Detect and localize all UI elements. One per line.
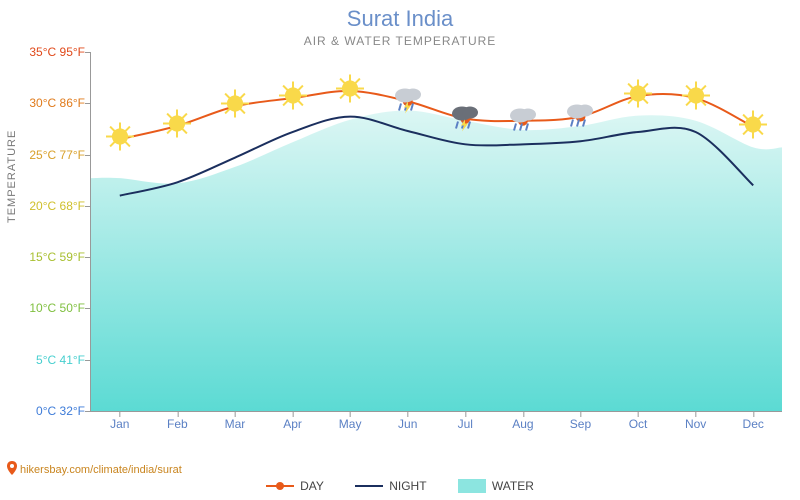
legend-label: DAY — [300, 479, 324, 493]
source-url: hikersbay.com/climate/india/surat — [20, 464, 182, 476]
source-footer: hikersbay.com/climate/india/surat — [6, 461, 182, 478]
legend-label: WATER — [492, 479, 534, 493]
legend-item-water: WATER — [458, 479, 534, 493]
sun-icon — [277, 80, 309, 117]
y-tick: 10°C 50°F — [25, 301, 85, 315]
legend-swatch-night — [355, 479, 383, 493]
x-tick: May — [339, 417, 362, 431]
legend: DAY NIGHT WATER — [0, 479, 800, 496]
x-tick: Jul — [458, 417, 473, 431]
storm-icon — [391, 84, 425, 119]
sun-icon — [104, 121, 136, 158]
legend-item-night: NIGHT — [355, 479, 426, 493]
chart-subtitle: AIR & WATER TEMPERATURE — [0, 34, 800, 48]
x-tick: Oct — [629, 417, 648, 431]
legend-swatch-water — [458, 479, 486, 493]
x-tick: Sep — [570, 417, 591, 431]
legend-item-day: DAY — [266, 479, 324, 493]
legend-swatch-day — [266, 479, 294, 493]
y-tick: 5°C 41°F — [25, 353, 85, 367]
sun-icon — [219, 88, 251, 125]
sun-icon — [334, 72, 366, 109]
storm-dark-icon — [448, 101, 482, 136]
x-tick: Nov — [685, 417, 706, 431]
x-tick: Jan — [110, 417, 129, 431]
x-tick: Feb — [167, 417, 188, 431]
y-tick: 0°C 32°F — [25, 404, 85, 418]
plot-area: 0°C 32°F5°C 41°F10°C 50°F15°C 59°F20°C 6… — [90, 52, 782, 412]
y-tick: 15°C 59°F — [25, 250, 85, 264]
x-tick: Apr — [283, 417, 302, 431]
sun-icon — [161, 107, 193, 144]
rain-icon — [563, 99, 597, 134]
x-tick: Dec — [743, 417, 764, 431]
sun-icon — [737, 108, 769, 145]
x-tick: Mar — [225, 417, 246, 431]
x-tick: Jun — [398, 417, 417, 431]
sun-icon — [680, 80, 712, 117]
legend-label: NIGHT — [389, 479, 426, 493]
y-tick: 25°C 77°F — [25, 148, 85, 162]
x-tick: Aug — [512, 417, 533, 431]
sun-icon — [622, 78, 654, 115]
chart-svg — [91, 52, 782, 411]
y-tick: 20°C 68°F — [25, 199, 85, 213]
y-tick: 35°C 95°F — [25, 45, 85, 59]
chart-container: TEMPERATURE 0°C 32°F5°C 41°F10°C 50°F15°… — [18, 52, 782, 438]
y-tick: 30°C 86°F — [25, 96, 85, 110]
water-area — [91, 110, 782, 411]
map-pin-icon — [6, 461, 18, 478]
y-axis-label: TEMPERATURE — [6, 130, 18, 223]
rain-icon — [506, 103, 540, 138]
chart-title: Surat India — [0, 0, 800, 32]
